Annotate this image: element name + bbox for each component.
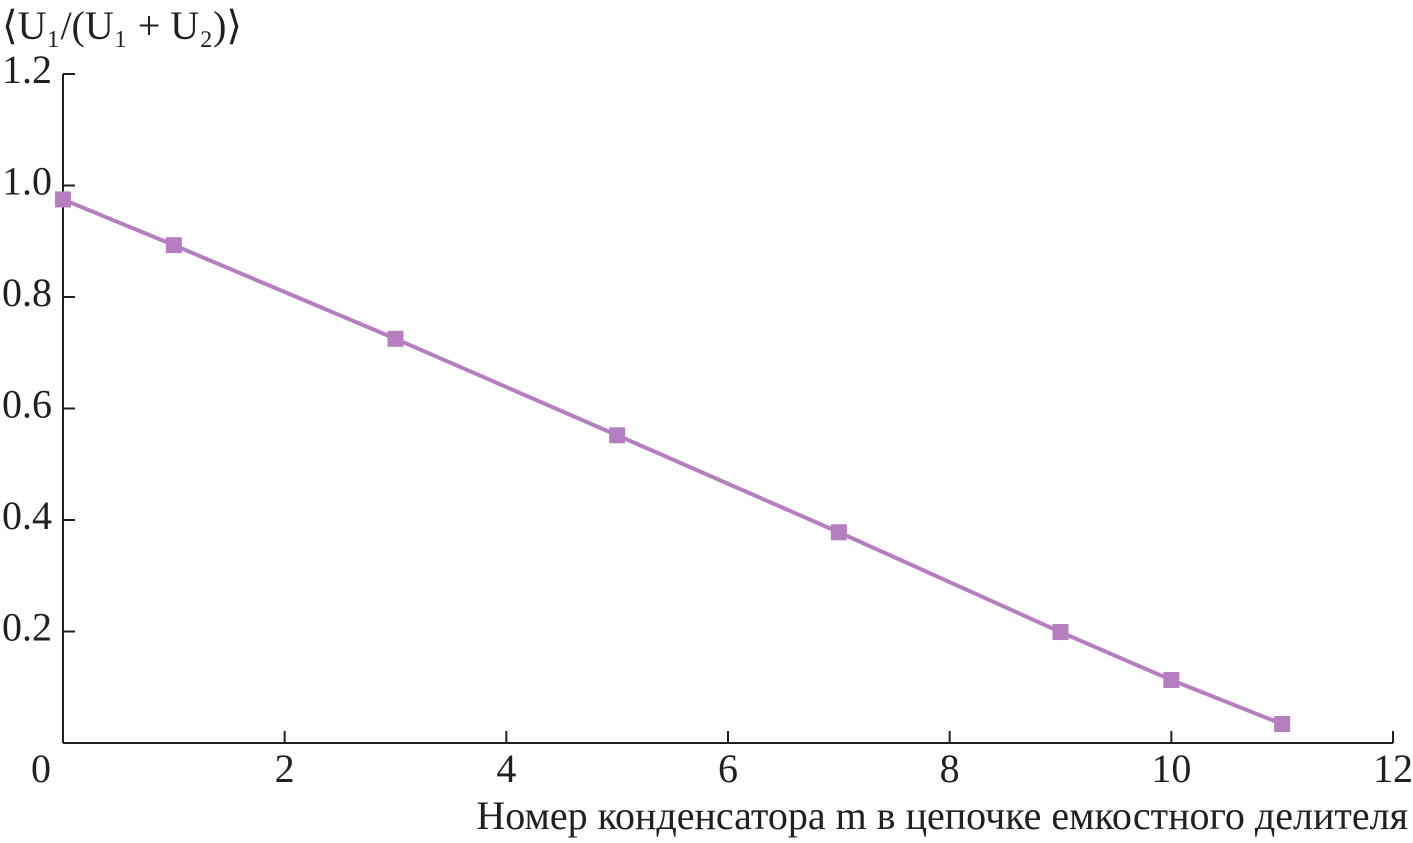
x-tick-label: 12 — [1373, 746, 1413, 791]
marker — [830, 524, 847, 541]
x-tick-label: 4 — [496, 746, 516, 791]
x-tick-label: 0 — [31, 746, 51, 791]
marker — [609, 427, 626, 444]
x-tick-label: 6 — [718, 746, 738, 791]
y-tick-label: 1.0 — [2, 159, 52, 204]
x-axis-label: Номер конденсатора m в цепочке емкостног… — [476, 793, 1408, 838]
series-line — [62, 197, 1283, 726]
y-axis-label: ⟨U₁/(U₁ + U₂)⟩ — [2, 3, 242, 48]
x-tick-label: 8 — [940, 746, 960, 791]
y-tick-label: 0.2 — [2, 605, 52, 650]
y-tick-label: 0.8 — [2, 270, 52, 315]
marker — [1274, 716, 1291, 733]
marker — [1052, 624, 1069, 641]
x-tick-label: 2 — [275, 746, 295, 791]
marker — [1163, 672, 1180, 689]
marker — [55, 191, 71, 208]
y-tick-label: 0.6 — [2, 382, 52, 427]
marker — [387, 330, 404, 347]
y-tick-label: 1.2 — [2, 47, 52, 92]
marker — [165, 237, 182, 254]
y-tick-label: 0.4 — [2, 493, 52, 538]
x-tick-label: 10 — [1151, 746, 1191, 791]
